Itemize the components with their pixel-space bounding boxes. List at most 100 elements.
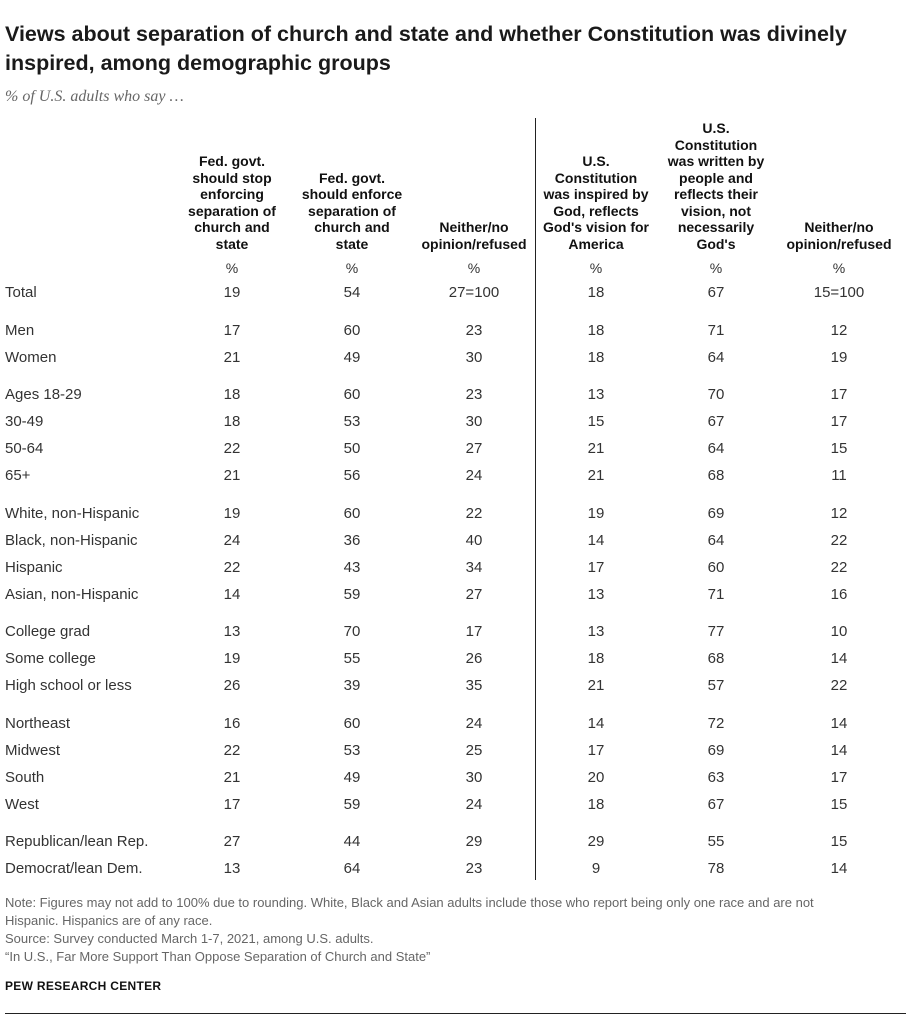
table-row: Asian, non-Hispanic 14 59 27 13 71 16 [0,586,917,606]
table-cell: 19 [223,284,241,301]
table-cell: 16 [830,585,848,603]
table-cell: 59 [343,795,361,813]
table-cell: 23 [465,860,483,877]
table-cell: 71 [707,585,725,603]
column-header-line: Neither/no [439,219,509,235]
table-cell: 15 [830,833,848,850]
table-cell: 22 [830,531,848,549]
table-cell: 13 [587,386,605,403]
table-cell: 29 [587,833,605,850]
table-cell: 15 [830,440,848,457]
table-cell: 10 [830,623,848,640]
column-header-line: America [568,235,624,252]
table-row: South 21 49 30 20 63 17 [0,769,917,789]
column-header-line: U.S. [702,120,730,136]
table-cell: 21 [587,677,605,694]
row-label: West [5,795,39,813]
column-header-2: Fed. govt. should enforce separation of chu… [287,170,417,253]
table-cell: 40 [465,531,483,549]
table-cell: 13 [223,623,241,640]
table-cell: 26 [465,650,483,667]
column-header-line: God's [696,235,736,252]
column-header-line: separation of [188,202,276,219]
table-cell: 17 [223,795,241,813]
row-label: White, non-Hispanic [5,504,140,522]
table-row: Democrat/lean Dem. 13 64 23 9 78 14 [0,860,917,880]
table-cell: 53 [343,741,361,759]
table-cell: 24 [465,467,483,484]
column-header-line: opinion/refused [421,235,527,252]
table-cell: 21 [223,467,241,484]
table-cell: 14 [223,585,241,603]
table-row: Women 21 49 30 18 64 19 [0,349,917,369]
table-cell: 21 [587,440,605,457]
table-cell: 19 [830,348,848,366]
table-cell: 67 [707,795,725,813]
column-header-line: Constitution [554,169,638,186]
table-cell: 39 [343,677,361,694]
table-cell: 30 [465,768,483,786]
table-cell: 49 [343,348,361,366]
table-cell: 64 [707,531,725,549]
table-cell: 78 [707,860,725,877]
row-label: Northeast [5,714,71,732]
column-header-4: U.S. Constitution was inspired by God, refl… [531,153,661,252]
table-cell: 26 [223,677,241,694]
row-label: Ages 18-29 [5,386,82,403]
column-header-line: Fed. govt. [198,153,266,169]
column-header-3: Neither/no opinion/refused [409,219,539,252]
table-cell: 12 [830,504,848,522]
table-cell: 27 [223,833,241,850]
table-cell: 64 [707,440,725,457]
table-row: Men 17 60 23 18 71 12 [0,322,917,342]
row-label: Asian, non-Hispanic [5,585,139,603]
column-header-line: church and [194,219,270,235]
table-cell: 22 [223,440,241,457]
table-cell: 23 [465,386,483,403]
table-cell: 60 [343,504,361,522]
row-label: Women [5,348,57,366]
table-row: Some college 19 55 26 18 68 14 [0,650,917,670]
table-cell: 21 [587,467,605,484]
table-cell: 72 [707,714,725,732]
table-cell: 16 [223,714,241,732]
unit-label: % [832,260,846,276]
table-row: Hispanic 22 43 34 17 60 22 [0,559,917,579]
row-label: Democrat/lean Dem. [5,860,143,877]
report-title-line: “In U.S., Far More Support Than Oppose S… [5,949,431,964]
row-label: 50-64 [5,440,44,457]
table-cell: 69 [707,504,725,522]
table-row: Total 19 54 27=100 18 67 15=100 [0,284,917,304]
table-cell: 19 [223,504,241,522]
table-cell: 68 [707,467,725,484]
table-cell: 44 [343,833,361,850]
table-cell: 53 [343,413,361,430]
table-row: 50-64 22 50 27 21 64 15 [0,440,917,460]
table-cell: 13 [587,585,605,603]
table-cell: 60 [343,321,361,339]
table-cell: 17 [587,741,605,759]
table-cell: 70 [343,623,361,640]
table-cell: 17 [465,623,483,640]
table-cell: 34 [465,558,483,576]
table-row: Republican/lean Rep. 27 44 29 29 55 15 [0,833,917,853]
table-cell: 24 [465,795,483,813]
table-cell: 18 [587,795,605,813]
table-cell: 13 [223,860,241,877]
table-cell: 64 [707,348,725,366]
table-cell: 71 [707,321,725,339]
column-header-line: vision, not [681,202,751,219]
source-line: Source: Survey conducted March 1-7, 2021… [5,931,374,946]
row-label: Midwest [5,741,61,759]
column-header-line: church and [314,219,390,235]
table-cell: 17 [830,386,848,403]
column-header-line: Constitution [674,136,758,153]
note-line: Hispanic. Hispanics are of any race. [5,913,213,928]
table-cell: 64 [343,860,361,877]
table-cell: 22 [830,558,848,576]
table-cell: 17 [830,768,848,786]
table-cell: 55 [707,833,725,850]
table-cell: 59 [343,585,361,603]
org-name: PEW RESEARCH CENTER [5,979,162,993]
table-cell: 17 [587,558,605,576]
